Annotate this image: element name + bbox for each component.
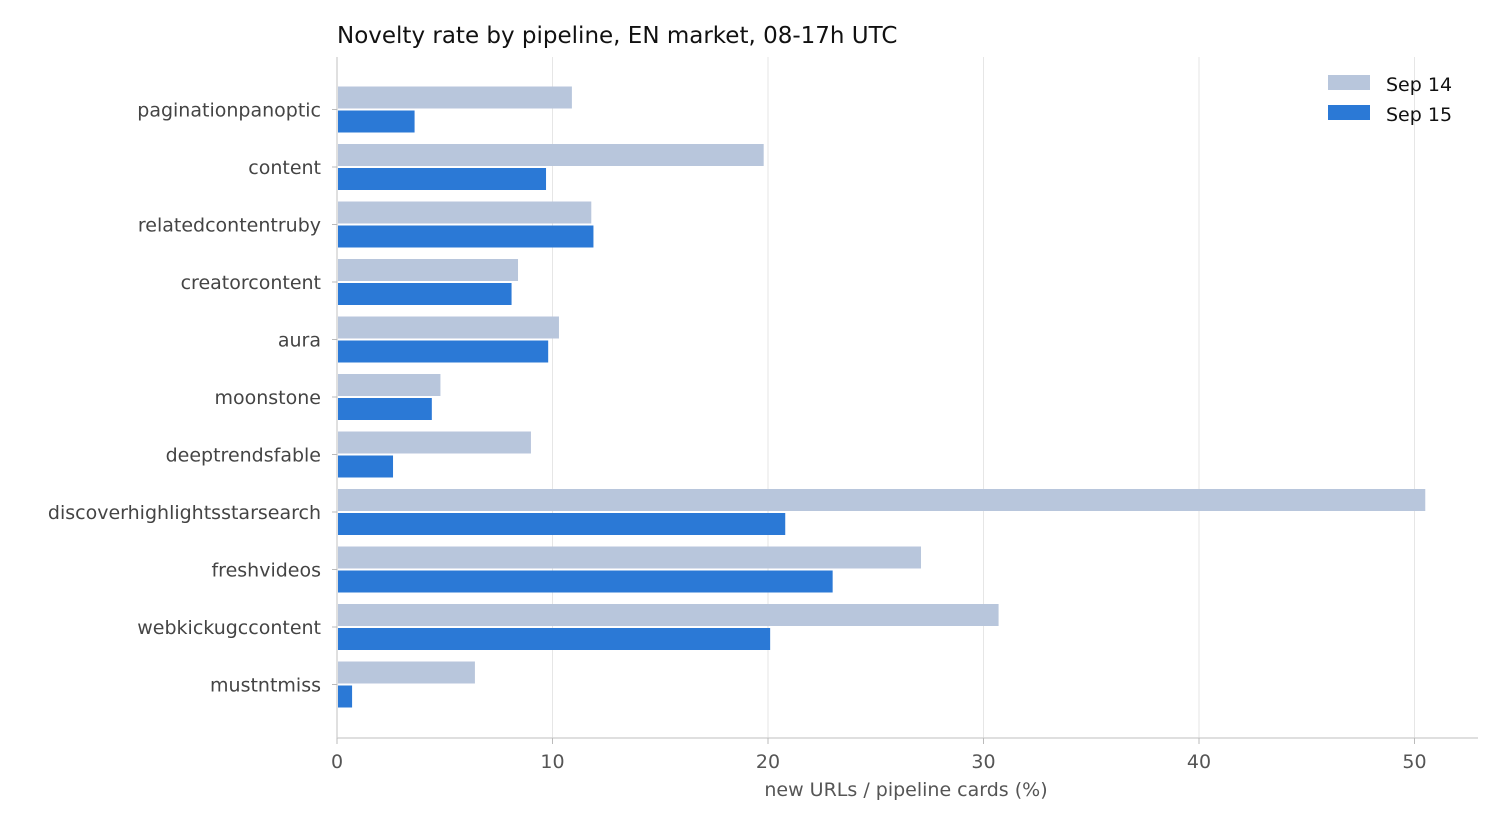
bar-sep15	[338, 283, 512, 305]
x-tick-label: 30	[971, 751, 995, 773]
x-tick-label: 0	[331, 751, 343, 773]
chart-title: Novelty rate by pipeline, EN market, 08-…	[337, 23, 897, 49]
category-label: mustntmiss	[210, 675, 321, 697]
category-label: discoverhighlightsstarsearch	[48, 502, 321, 524]
x-tick-label: 50	[1402, 751, 1426, 773]
bar-sep15	[338, 168, 547, 190]
category-label: moonstone	[214, 387, 321, 409]
legend: Sep 14 Sep 15	[1328, 74, 1452, 126]
x-axis-ticks: 0 10 20 30 40 50	[331, 738, 1427, 773]
legend-swatch	[1328, 75, 1370, 90]
x-tick-label: 40	[1187, 751, 1211, 773]
category-label: creatorcontent	[181, 272, 321, 294]
bar-sep15	[338, 570, 833, 593]
bar-sep14	[338, 259, 519, 281]
bar-sep15	[338, 340, 549, 363]
bar-sep14	[338, 604, 999, 626]
category-label: content	[248, 157, 321, 179]
bar-sep14	[338, 144, 764, 166]
x-tick-label: 20	[756, 751, 780, 773]
category-label: relatedcontentruby	[138, 215, 321, 237]
category-label: webkickugccontent	[137, 617, 321, 639]
bar-sep14	[338, 431, 531, 454]
x-axis-title: new URLs / pipeline cards (%)	[764, 779, 1047, 801]
category-label: aura	[278, 330, 321, 352]
bar-sep15	[338, 225, 594, 248]
legend-label: Sep 14	[1386, 74, 1452, 96]
legend-swatch	[1328, 105, 1370, 120]
bar-sep14	[338, 661, 475, 684]
bar-sep14	[338, 316, 559, 339]
bar-sep14	[338, 201, 592, 224]
bar-sep15	[338, 398, 432, 420]
bars	[338, 86, 1426, 708]
bar-sep15	[338, 110, 415, 133]
bar-sep15	[338, 513, 786, 535]
category-label: deeptrendsfable	[166, 445, 321, 467]
legend-label: Sep 15	[1386, 104, 1452, 126]
bar-sep14	[338, 86, 572, 109]
bar-sep14	[338, 374, 441, 396]
bar-sep14	[338, 546, 922, 569]
category-label: paginationpanoptic	[137, 100, 321, 122]
category-label: freshvideos	[211, 560, 321, 582]
bar-sep15	[338, 685, 353, 708]
bar-sep15	[338, 628, 771, 650]
x-tick-label: 10	[540, 751, 564, 773]
category-labels: paginationpanoptic content relatedcontentr…	[48, 100, 337, 697]
bar-sep14	[338, 489, 1426, 511]
bar-sep15	[338, 455, 394, 478]
